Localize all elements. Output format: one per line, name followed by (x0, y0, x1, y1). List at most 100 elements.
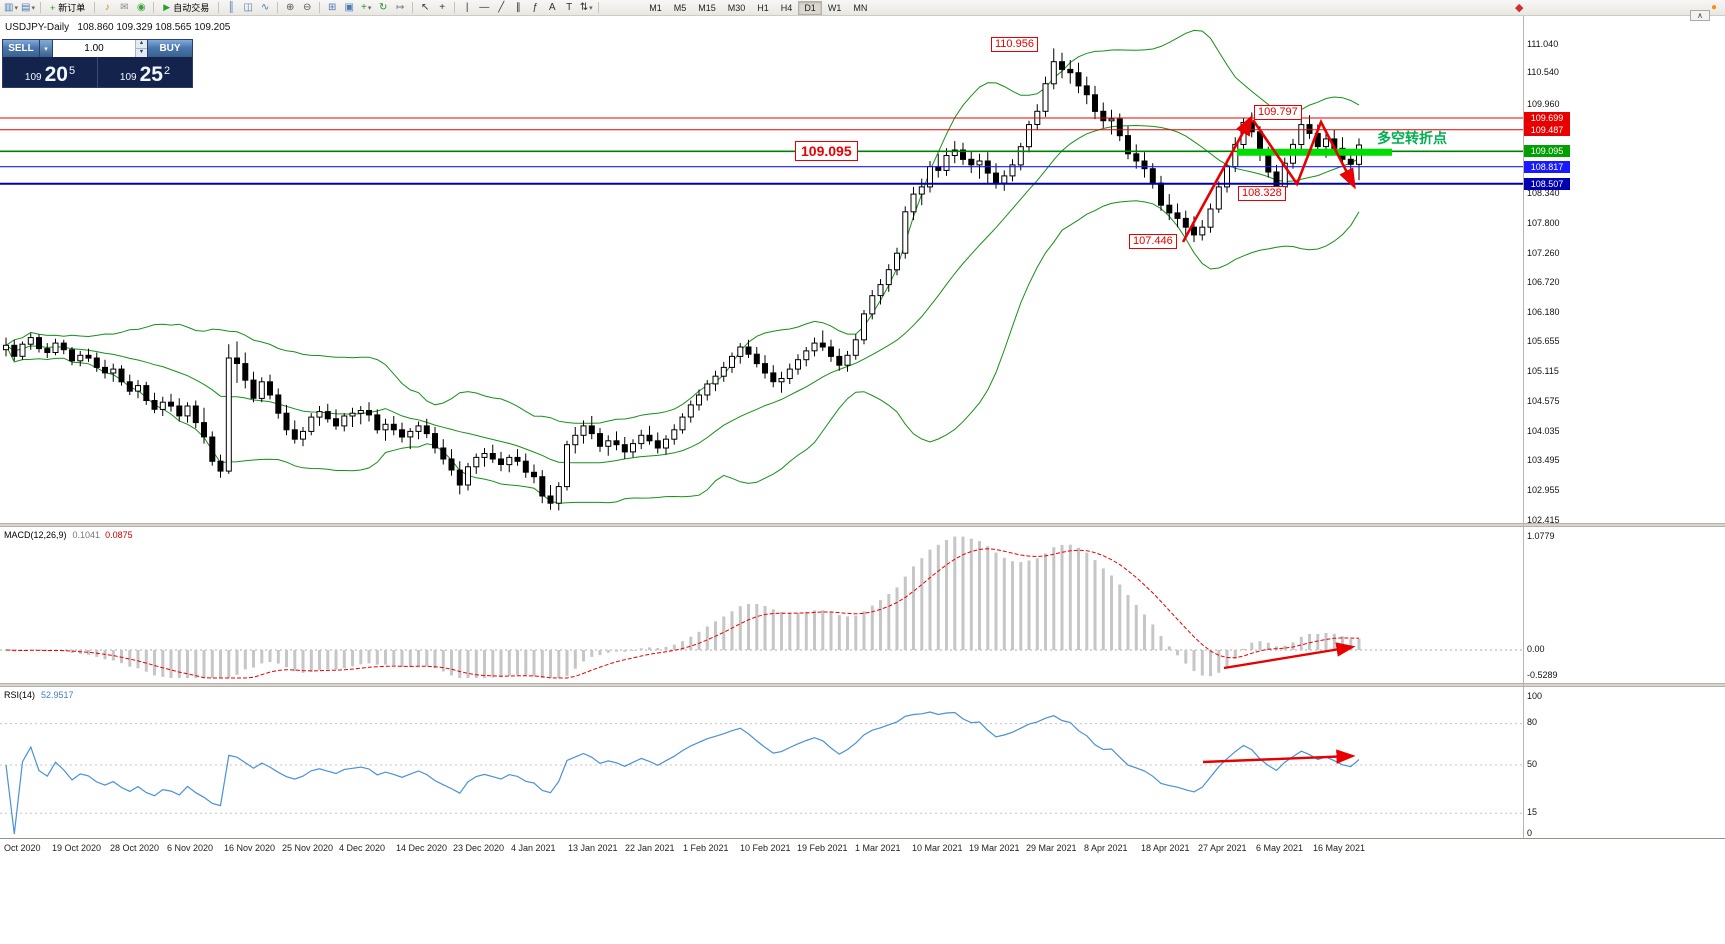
sound-icon[interactable]: ♪ (99, 1, 115, 15)
new-chart-icon[interactable]: ▥ ▾ (3, 1, 19, 15)
fibonacci-icon[interactable]: ƒ (527, 1, 543, 15)
bid-price[interactable]: 109 20 5 (3, 57, 97, 87)
zoom-in-icon: ⊕ (286, 2, 295, 13)
notification-dot-icon[interactable]: ● (1711, 2, 1718, 13)
ask-price-prefix: 109 (119, 72, 137, 83)
chart-shift-icon[interactable]: ↦ (392, 1, 408, 15)
sell-button[interactable]: SELL (3, 40, 40, 57)
crosshair-icon: + (439, 2, 446, 13)
price-axis-label: 106.180 (1527, 307, 1560, 317)
scroll-to-top-icon[interactable]: ∧ (1690, 10, 1710, 21)
price-chart-canvas[interactable] (0, 16, 1523, 523)
price-axis-label: 104.035 (1527, 426, 1560, 436)
macd-canvas[interactable] (0, 527, 1523, 683)
trend-arrow[interactable] (1223, 642, 1356, 670)
tile-windows-icon[interactable]: ⊞ (324, 1, 340, 15)
timeframe-mn[interactable]: MN (853, 2, 868, 13)
trade-prices-row: 109 20 5 109 25 2 (3, 57, 192, 87)
trend-arrow[interactable] (1251, 118, 1356, 190)
price-callout[interactable]: 109.095 (795, 141, 858, 161)
sell-options-dropdown[interactable]: ▾ (40, 40, 53, 57)
cursor-icon: ↖ (421, 2, 430, 13)
timeframe-d1[interactable]: D1 (798, 0, 822, 15)
vps-status-icon[interactable]: ◆ (1515, 2, 1524, 14)
bar-chart-icon[interactable]: ║ (223, 1, 239, 15)
bid-price-main: 20 (44, 63, 68, 86)
rsi-canvas[interactable] (0, 687, 1523, 838)
volume-decrease-button[interactable]: ▼ (136, 49, 147, 57)
candlestick-chart-icon[interactable]: ◫ (240, 1, 256, 15)
vertical-line-icon: | (465, 2, 469, 13)
candlestick-chart-icon: ◫ (243, 2, 253, 13)
zoom-in-icon[interactable]: ⊕ (282, 1, 298, 15)
panel-splitter[interactable] (0, 683, 1725, 687)
mailbox-icon[interactable]: ✉ (116, 1, 132, 15)
mql5-community-icon[interactable]: ◉ (133, 1, 149, 15)
crosshair-icon[interactable]: + (434, 1, 450, 15)
zoom-out-icon[interactable]: ⊖ (299, 1, 315, 15)
zoom-out-icon: ⊖ (303, 2, 312, 13)
indicators-icon[interactable]: + ▾ (358, 1, 374, 15)
price-callout[interactable]: 110.956 (991, 37, 1038, 52)
toolbar-separator (319, 2, 321, 13)
price-axis-label: 103.495 (1527, 455, 1560, 465)
trend-arrow[interactable] (1202, 749, 1356, 764)
price-axis-label: 105.115 (1527, 366, 1559, 376)
time-axis-label: 29 Mar 2021 (1026, 843, 1077, 853)
timeframe-m1[interactable]: M1 (649, 2, 662, 13)
channel-icon[interactable]: ∥ (510, 1, 526, 15)
time-axis[interactable]: Oct 2020 19 Oct 2020 28 Oct 2020 6 Nov 2020… (0, 838, 1725, 856)
vertical-line-icon[interactable]: | (459, 1, 475, 15)
toolbar-separator (454, 2, 456, 13)
toolbar-separator (412, 2, 414, 13)
cascade-windows-icon[interactable]: ▣ (341, 1, 357, 15)
time-axis-label: 18 Apr 2021 (1141, 843, 1190, 853)
trendline-icon[interactable]: ╱ (493, 1, 509, 15)
rsi-label: RSI(14) 52.9517 (4, 690, 74, 700)
autotrading-icon: ▶ (163, 2, 171, 12)
trend-arrow[interactable] (1181, 114, 1253, 243)
timeframe-m5[interactable]: M5 (673, 2, 687, 13)
time-axis-label: 1 Feb 2021 (683, 843, 729, 853)
volume-increase-button[interactable]: ▲ (136, 40, 147, 49)
price-callout[interactable]: 108.328 (1238, 186, 1286, 201)
chart-profiles-icon[interactable]: ▤ ▾ (20, 1, 36, 15)
time-axis-label: 23 Dec 2020 (453, 843, 505, 853)
time-axis-label: 25 Nov 2020 (282, 843, 334, 853)
auto-scroll-icon[interactable]: ↻ (375, 1, 391, 15)
timeframe-w1[interactable]: W1 (827, 2, 842, 13)
arrows-tool-icon: ⇅ (579, 2, 589, 13)
dropdown-arrow-icon: ▾ (14, 4, 18, 12)
ask-price-pipette: 2 (163, 65, 171, 77)
text-label-icon[interactable]: T (561, 1, 577, 15)
horizontal-line-icon[interactable]: — (476, 1, 492, 15)
panel-splitter[interactable] (0, 523, 1725, 527)
ask-price[interactable]: 109 25 2 (97, 57, 192, 87)
horizontal-line-icon: — (479, 2, 490, 13)
new-order-button[interactable]: + 新订单 (45, 1, 90, 15)
autotrading-button[interactable]: ▶ 自动交易 (158, 1, 214, 15)
volume-box: ▲ ▼ (53, 40, 147, 57)
timeframe-h4[interactable]: H4 (780, 2, 793, 13)
one-click-trading-panel: SELL ▾ ▲ ▼ BUY 109 20 5 109 25 2 (2, 39, 193, 88)
line-chart-icon[interactable]: ∿ (257, 1, 273, 15)
time-axis-label: 13 Jan 2021 (568, 843, 618, 853)
timeframe-m15[interactable]: M15 (698, 2, 716, 13)
price-callout[interactable]: 109.797 (1254, 105, 1302, 120)
volume-input[interactable] (53, 40, 135, 57)
macd-main-value: 0.1041 (72, 530, 101, 540)
buy-button[interactable]: BUY (147, 40, 192, 57)
toolbar-separator (598, 2, 600, 13)
price-callout[interactable]: 107.446 (1129, 234, 1177, 249)
timeframe-m30[interactable]: M30 (727, 2, 746, 13)
arrows-tool-icon[interactable]: ⇅ ▾ (578, 1, 594, 15)
new-chart-icon: ▥ (4, 2, 14, 13)
text-icon[interactable]: A (544, 1, 560, 15)
dropdown-arrow-icon: ▾ (367, 4, 372, 12)
cursor-icon[interactable]: ↖ (417, 1, 433, 15)
price-axis-label: 106.720 (1527, 277, 1560, 287)
toolbar-separator (40, 2, 41, 13)
trade-controls-row: SELL ▾ ▲ ▼ BUY (3, 40, 192, 57)
timeframe-h1[interactable]: H1 (757, 2, 769, 13)
time-axis-label: 10 Mar 2021 (912, 843, 963, 853)
